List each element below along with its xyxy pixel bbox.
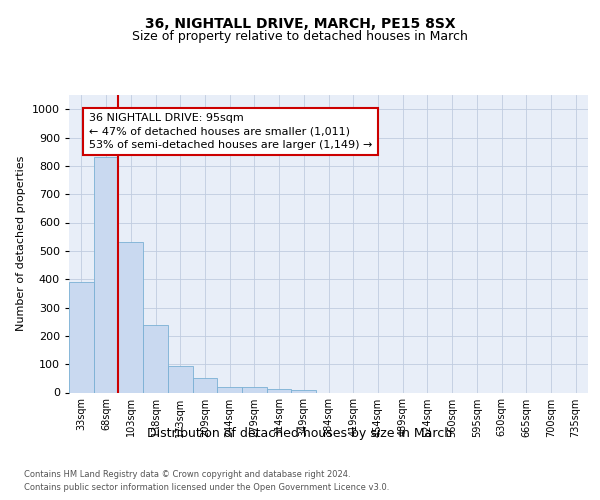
Bar [193, 378, 217, 392]
Text: Distribution of detached houses by size in March: Distribution of detached houses by size … [148, 428, 452, 440]
Bar [168, 366, 193, 392]
Bar [69, 282, 94, 393]
Bar [143, 324, 168, 392]
Text: 36, NIGHTALL DRIVE, MARCH, PE15 8SX: 36, NIGHTALL DRIVE, MARCH, PE15 8SX [145, 18, 455, 32]
Bar [242, 388, 267, 392]
Text: Size of property relative to detached houses in March: Size of property relative to detached ho… [132, 30, 468, 43]
Bar [94, 158, 118, 392]
Text: 36 NIGHTALL DRIVE: 95sqm
← 47% of detached houses are smaller (1,011)
53% of sem: 36 NIGHTALL DRIVE: 95sqm ← 47% of detach… [89, 114, 372, 150]
Text: Contains HM Land Registry data © Crown copyright and database right 2024.: Contains HM Land Registry data © Crown c… [24, 470, 350, 479]
Bar [217, 387, 242, 392]
Bar [267, 389, 292, 392]
Bar [292, 390, 316, 392]
Text: Contains public sector information licensed under the Open Government Licence v3: Contains public sector information licen… [24, 484, 389, 492]
Y-axis label: Number of detached properties: Number of detached properties [16, 156, 26, 332]
Bar [118, 242, 143, 392]
